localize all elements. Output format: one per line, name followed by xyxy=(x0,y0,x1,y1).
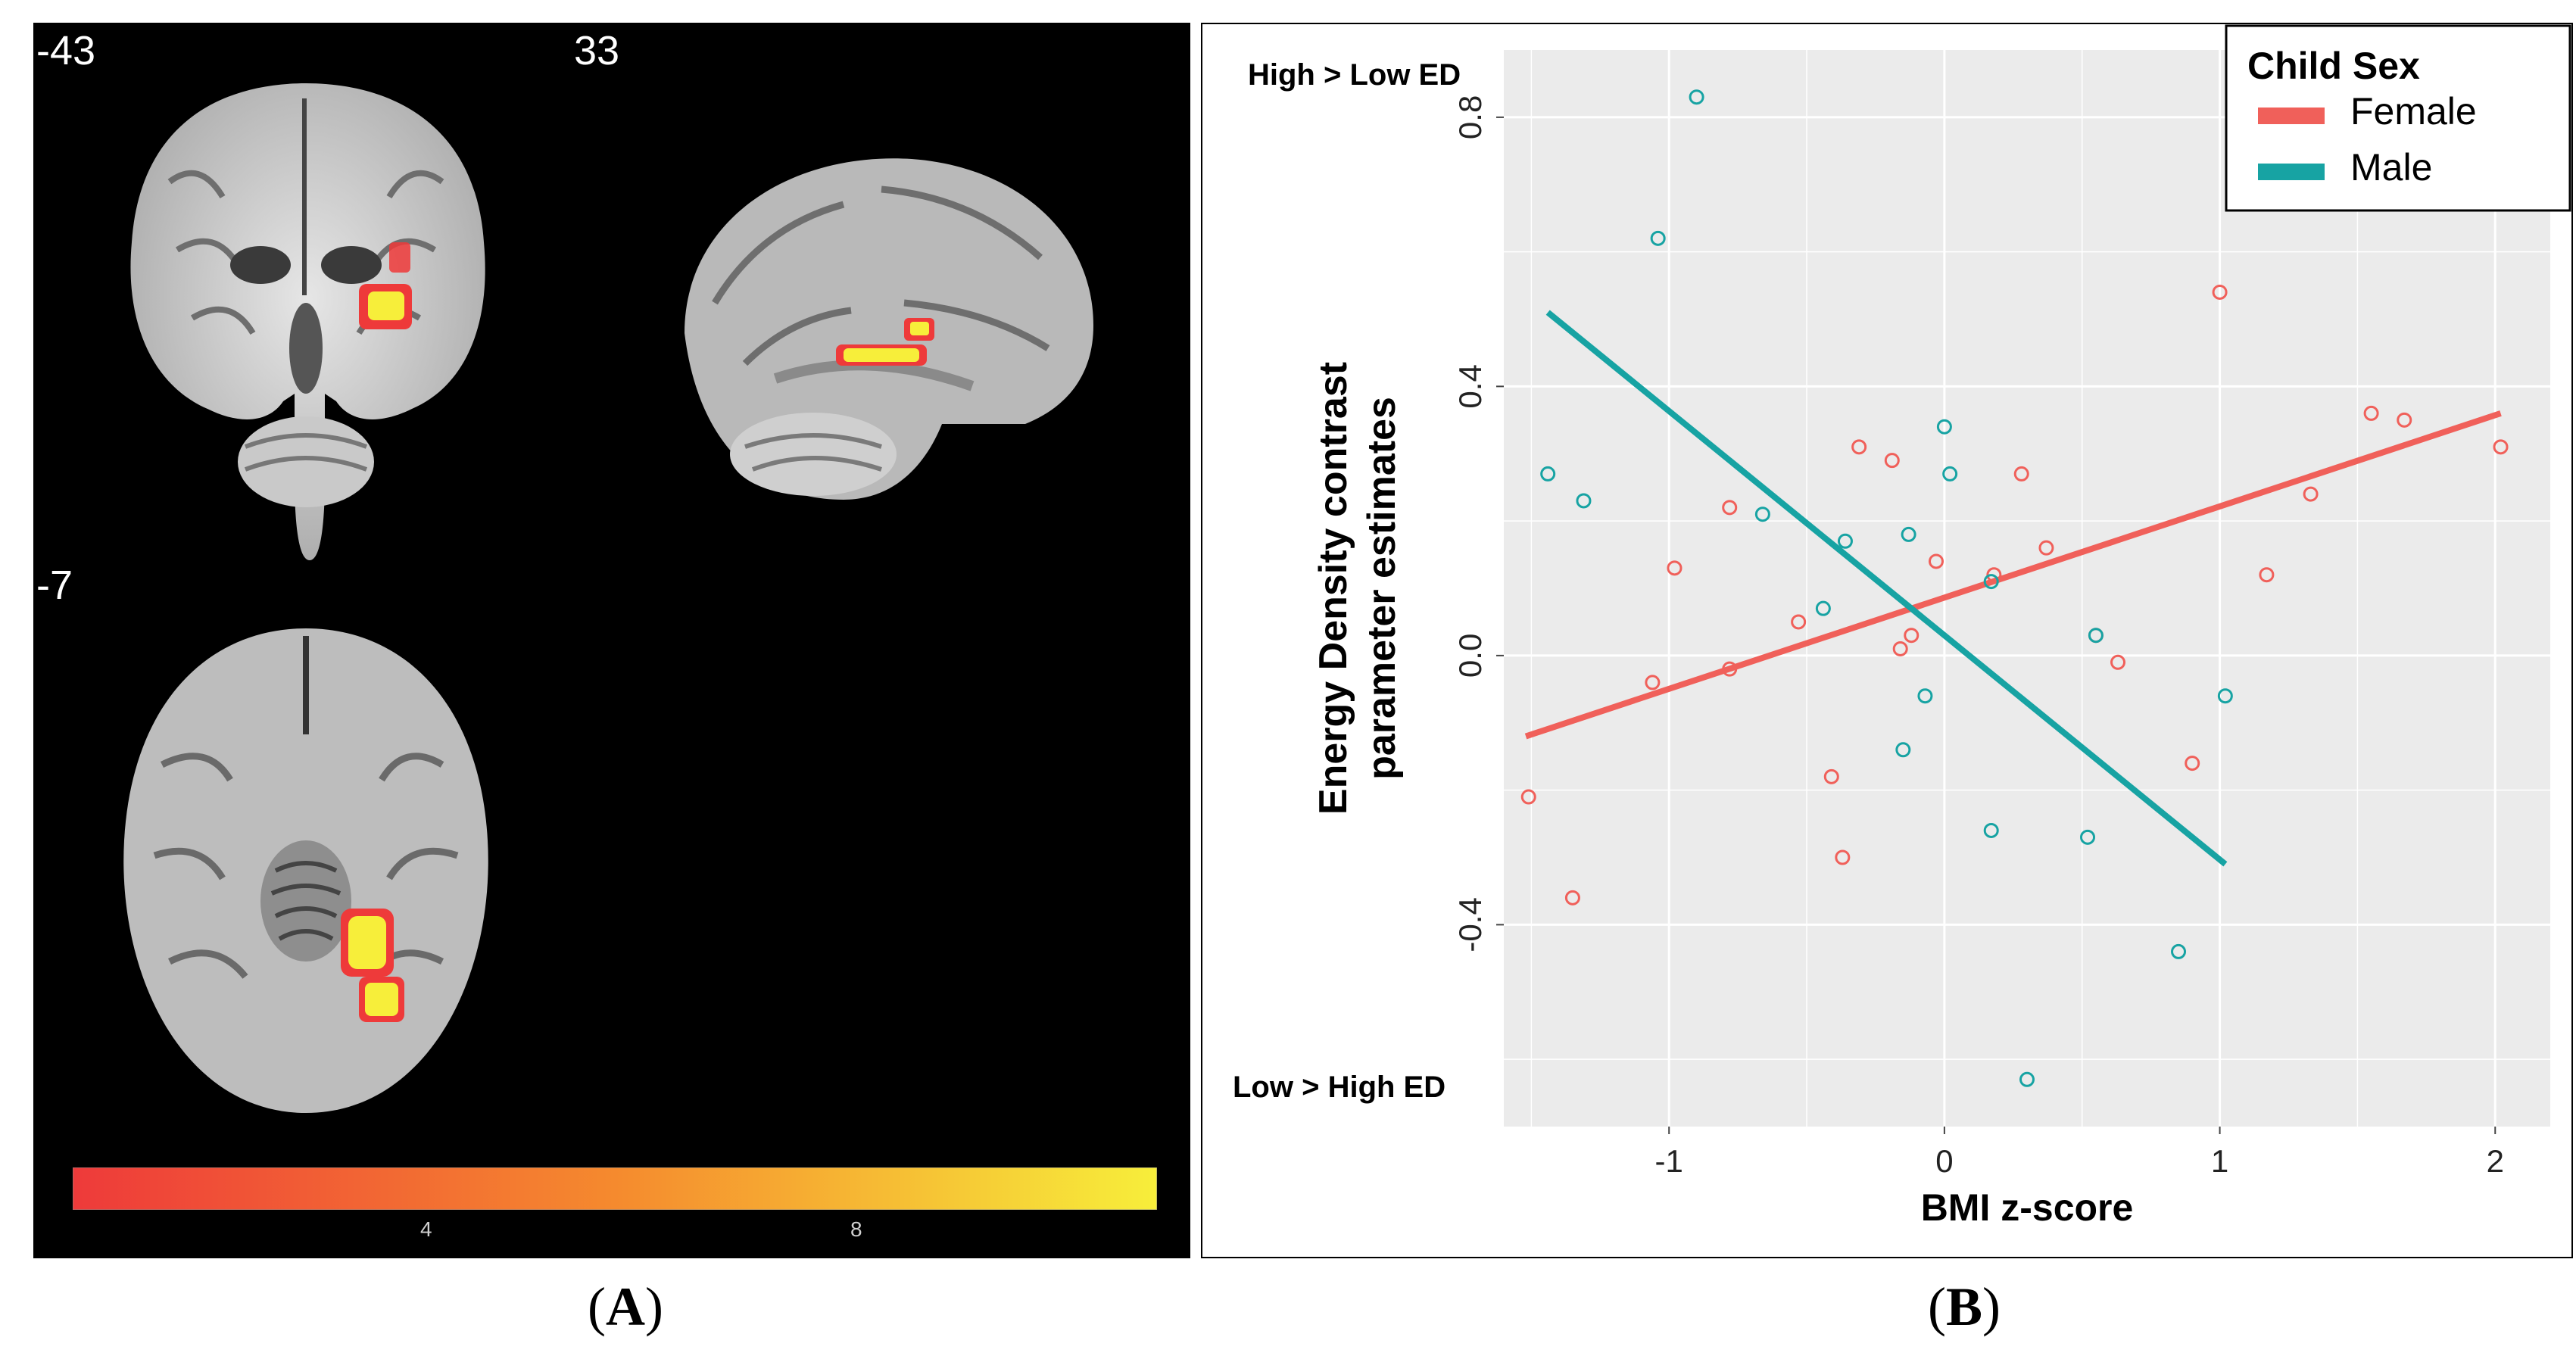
slice-label-axial: -7 xyxy=(36,563,73,608)
male-point xyxy=(1815,600,1831,616)
y-tick-label: 0.8 xyxy=(1452,95,1488,139)
male-point xyxy=(1754,507,1770,522)
slice-label-coronal: -43 xyxy=(36,28,96,73)
activation-blob xyxy=(348,916,386,969)
female-point xyxy=(1904,628,1920,644)
male-point xyxy=(1689,89,1704,105)
female-point xyxy=(1892,641,1908,656)
colorbar-tick-label: 4 xyxy=(420,1217,432,1241)
female-point xyxy=(1835,849,1851,865)
male-point xyxy=(1576,493,1592,509)
male-point xyxy=(1983,822,1999,838)
y-tick-label: -0.4 xyxy=(1452,897,1488,952)
female-point xyxy=(2397,412,2412,428)
male-point xyxy=(1917,688,1933,704)
activation-blob xyxy=(910,322,929,335)
female-point xyxy=(1722,661,1738,677)
female-point xyxy=(2038,540,2054,556)
annotation-bottom: Low > High ED xyxy=(1233,1071,1445,1104)
x-tick-label: -1 xyxy=(1655,1143,1683,1179)
female-point xyxy=(1645,675,1661,690)
male-point xyxy=(2088,628,2104,644)
colorbar xyxy=(73,1167,1157,1210)
y-tick-label: 0.0 xyxy=(1452,634,1488,678)
colorbar-tick-label: 8 xyxy=(850,1217,862,1241)
legend-title: Child Sex xyxy=(2247,45,2420,87)
x-tick-label: 1 xyxy=(2211,1143,2228,1179)
legend-label-male: Male xyxy=(2350,146,2432,189)
legend-swatch-male xyxy=(2258,164,2325,180)
male-point xyxy=(1895,742,1911,758)
female-point xyxy=(1667,560,1683,576)
female-point xyxy=(2493,439,2509,455)
panel-label-a: (A) xyxy=(588,1276,663,1337)
legend-swatch-female xyxy=(2258,108,2325,124)
panel-b-chart: -1 0 1 2 -0.4 0.0 0.4 0.8 BMI z-score Energy Dens… xyxy=(1201,23,2573,1258)
male-point xyxy=(1936,419,1952,435)
female-point xyxy=(1722,500,1738,516)
female-point xyxy=(1928,553,1944,569)
y-axis-label-line1: Energy Density contrast xyxy=(1311,362,1355,815)
female-point xyxy=(1791,614,1807,630)
female-point xyxy=(1884,453,1900,469)
female-point xyxy=(2363,405,2379,421)
female-point xyxy=(1986,567,2002,583)
female-point xyxy=(2185,756,2200,771)
y-axis-label-line2: parameter estimates xyxy=(1360,397,1404,780)
male-point xyxy=(2080,829,2096,845)
female-fit-line xyxy=(1524,410,2502,740)
y-tick-label: 0.4 xyxy=(1452,364,1488,408)
activation-blob xyxy=(389,242,410,273)
male-point xyxy=(1942,466,1958,482)
female-point xyxy=(2110,654,2126,670)
female-point xyxy=(1520,789,1536,805)
x-tick-label: 2 xyxy=(2487,1143,2504,1179)
plot-panel xyxy=(1504,50,2550,1127)
female-point xyxy=(2013,466,2029,482)
female-point xyxy=(2259,567,2275,583)
male-point xyxy=(1650,230,1666,246)
x-axis-label: BMI z-score xyxy=(1921,1186,2134,1229)
axial-brain-slice xyxy=(123,628,488,1113)
male-fit-line xyxy=(1545,310,2228,867)
female-point xyxy=(1851,439,1867,455)
panel-a-brain-slices: -43 33 -7 xyxy=(33,23,1190,1258)
activation-blob xyxy=(365,983,398,1016)
annotation-top: High > Low ED xyxy=(1248,58,1461,92)
coronal-brain-slice xyxy=(130,83,485,560)
male-point xyxy=(1540,466,1556,482)
female-point xyxy=(1564,890,1580,905)
activation-blob xyxy=(844,348,919,362)
male-point xyxy=(1837,533,1853,549)
activation-blob xyxy=(368,291,404,320)
male-point xyxy=(2019,1071,2035,1087)
panel-label-b: (B) xyxy=(1928,1276,2001,1337)
male-point xyxy=(2171,943,2187,959)
male-point xyxy=(1983,574,1999,590)
slice-label-sagittal: 33 xyxy=(574,28,620,73)
male-point xyxy=(1901,526,1916,542)
female-point xyxy=(2212,284,2228,300)
legend-label-female: Female xyxy=(2350,90,2477,132)
scatter-chart: -1 0 1 2 -0.4 0.0 0.4 0.8 BMI z-score Energy Dens… xyxy=(1233,24,2571,1229)
male-point xyxy=(2217,688,2233,704)
female-point xyxy=(2303,486,2319,502)
sagittal-brain-slice xyxy=(685,158,1093,500)
female-point xyxy=(1823,768,1839,784)
x-tick-label: 0 xyxy=(1935,1143,1953,1179)
